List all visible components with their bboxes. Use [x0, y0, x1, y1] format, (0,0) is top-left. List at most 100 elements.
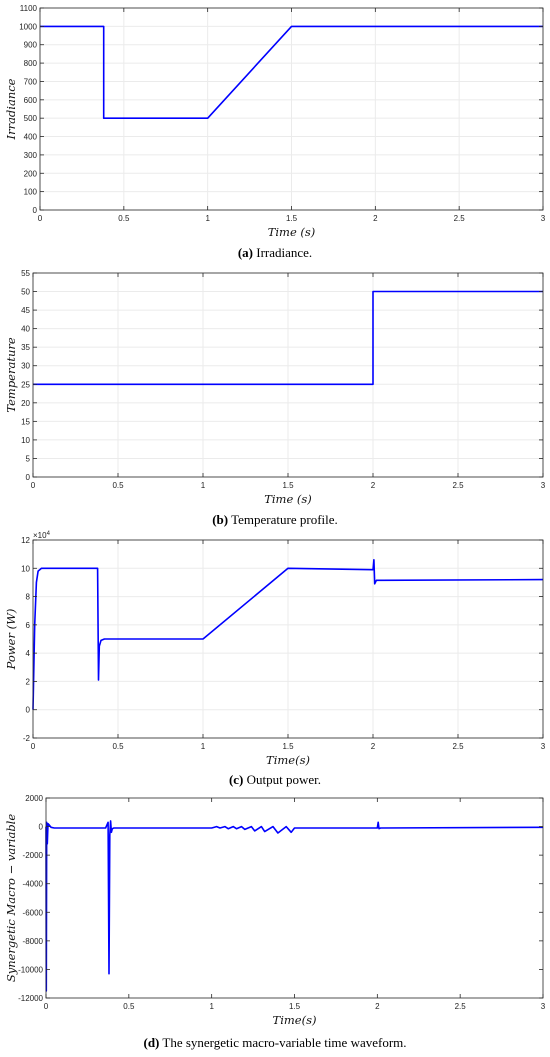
x-tick-label: 0.5	[118, 214, 130, 223]
y-tick-label: 35	[21, 343, 30, 352]
series-line	[33, 290, 543, 386]
y-tick-label: 300	[24, 151, 38, 160]
x-axis-label: Time(s)	[273, 1013, 317, 1027]
y-tick-label: 2	[26, 677, 31, 686]
y-tick-label: -2	[23, 734, 31, 743]
chart-panel-temperature: 0 0.5 1 1.5 2 2.5 3 0 5 10 15 20 25 30 35 40 45 50 55 Time …	[0, 265, 550, 530]
chart-power: 0 0.5 1 1.5 2 2.5 3-2024681012×104Time(s)Power…	[4, 531, 546, 767]
y-tick-label: -4000	[23, 880, 44, 889]
x-tick-label: 0	[44, 1002, 49, 1011]
y-tick-label: 8	[26, 593, 31, 602]
caption-tag: (d)	[143, 1035, 160, 1050]
series-line	[45, 820, 544, 992]
series-line	[40, 25, 543, 119]
x-tick-label: 0	[38, 214, 43, 223]
x-tick-label: 2	[371, 742, 376, 751]
y-tick-label: 25	[21, 380, 30, 389]
y-tick-label: -12000	[18, 994, 43, 1003]
x-tick-label: 0.5	[112, 481, 124, 490]
y-axis-label: Power (W)	[4, 609, 18, 671]
caption-text: The synergetic macro-variable time wavef…	[162, 1035, 407, 1050]
x-tick-label: 1.5	[282, 742, 294, 751]
x-tick-label: 1	[209, 1002, 214, 1011]
y-tick-label: 0	[26, 473, 31, 482]
y-tick-label: -10000	[18, 965, 43, 974]
x-tick-label: 1	[201, 481, 206, 490]
caption-text: Output power.	[246, 772, 322, 787]
x-tick-label: 2.5	[452, 742, 464, 751]
x-tick-label: 1	[201, 742, 206, 751]
x-axis-label: Time (s)	[268, 225, 316, 239]
x-tick-label: 2.5	[452, 481, 464, 490]
caption-temperature: (b) Temperature profile.	[0, 512, 550, 528]
x-tick-label: 1.5	[289, 1002, 301, 1011]
y-tick-label: 5	[26, 454, 31, 463]
y-tick-label: 10	[21, 436, 30, 445]
series-line	[32, 558, 544, 710]
y-tick-label: 600	[24, 96, 38, 105]
y-tick-label: 30	[21, 362, 30, 371]
caption-tag: (c)	[228, 772, 244, 787]
x-tick-label: 1.5	[286, 214, 298, 223]
y-tick-label: -6000	[23, 908, 44, 917]
y-tick-label: 200	[24, 169, 38, 178]
x-tick-label: 0	[31, 742, 36, 751]
y-tick-label: 0	[39, 823, 44, 832]
chart-panel-synergetic: 0 0.5 1 1.5 2 2.5 3 -12000 -10000 -8000 -6000 -4000…	[0, 792, 550, 1057]
x-tick-label: 0.5	[123, 1002, 135, 1011]
chart-panel-irradiance: 0 0.5 1 1.5 2 2.5 3 0 100 200 300 400 500 600 700 800 90…	[0, 0, 550, 265]
x-axis-label: Time(s)	[266, 753, 310, 767]
y-tick-label: 15	[21, 417, 30, 426]
y-tick-label: 700	[24, 77, 38, 86]
y-axis-label: Temperature	[4, 337, 18, 413]
y-axis-label: Irradiance	[4, 78, 18, 140]
x-tick-label: 0.5	[112, 742, 124, 751]
x-tick-label: 2.5	[454, 214, 466, 223]
x-tick-label: 1.5	[282, 481, 294, 490]
y-multiplier: ×104	[33, 531, 51, 540]
y-tick-label: 900	[24, 41, 38, 50]
y-tick-label: 100	[24, 188, 38, 197]
y-tick-label: 0	[33, 206, 38, 215]
caption-power: (c) Output power.	[0, 772, 550, 788]
caption-synergetic: (d) The synergetic macro-variable time w…	[0, 1035, 550, 1051]
y-tick-label: 10	[21, 564, 30, 573]
y-tick-label: 4	[26, 649, 31, 658]
caption-text: Temperature profile.	[231, 512, 338, 527]
y-tick-label: 20	[21, 399, 30, 408]
y-multiplier-exponent: 4	[47, 531, 51, 537]
x-axis-label: Time (s)	[264, 492, 312, 506]
chart-irradiance: 0 0.5 1 1.5 2 2.5 3 0 100 200 300 400 500 600 700 800 90…	[4, 4, 546, 239]
y-tick-label: 500	[24, 114, 38, 123]
y-tick-label: -8000	[23, 937, 44, 946]
x-tick-label: 2	[375, 1002, 380, 1011]
y-tick-label: 0	[26, 706, 31, 715]
y-tick-label: 1100	[20, 4, 38, 13]
caption-tag: (a)	[237, 245, 253, 260]
y-tick-label: 55	[21, 269, 30, 278]
y-tick-label: -2000	[23, 851, 44, 860]
x-tick-label: 1	[205, 214, 210, 223]
plot-area	[46, 798, 543, 998]
y-tick-label: 2000	[25, 794, 43, 803]
y-tick-label: 1000	[19, 22, 37, 31]
y-tick-label: 40	[21, 325, 30, 334]
y-tick-label: 50	[21, 288, 30, 297]
y-tick-label: 800	[24, 59, 38, 68]
caption-text: Irradiance.	[256, 245, 313, 260]
y-tick-label: 400	[24, 133, 38, 142]
caption-tag: (b)	[212, 512, 229, 527]
x-tick-label: 3	[541, 481, 546, 490]
y-tick-label: 6	[26, 621, 31, 630]
x-tick-label: 3	[541, 742, 546, 751]
y-tick-label: 12	[21, 536, 30, 545]
x-tick-label: 2.5	[455, 1002, 467, 1011]
chart-temperature: 0 0.5 1 1.5 2 2.5 30510152025303540455055Time …	[4, 269, 546, 506]
chart-panel-power: 0 0.5 1 1.5 2 2.5 3 -2 0 2 4 6 8 10 12 ×104 Time(s) Power…	[0, 530, 550, 792]
x-tick-label: 3	[541, 214, 546, 223]
y-tick-label: 45	[21, 306, 30, 315]
x-tick-label: 0	[31, 481, 36, 490]
x-tick-label: 2	[373, 214, 378, 223]
x-tick-label: 2	[371, 481, 376, 490]
x-tick-label: 3	[541, 1002, 546, 1011]
